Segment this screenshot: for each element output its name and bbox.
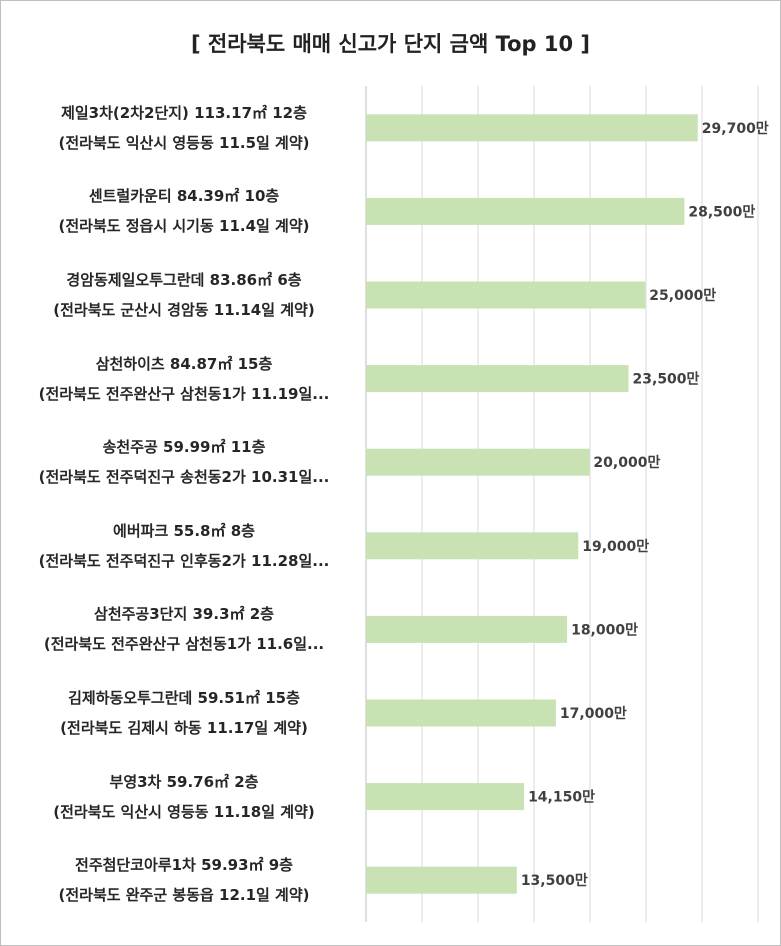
data-label: 13,500만	[521, 873, 588, 889]
data-label: 29,700만	[702, 121, 769, 137]
value-labels: 29,700만 28,500만 25,000만 23,500만 20,000만 19,00…	[521, 121, 769, 889]
data-label: 25,000만	[649, 288, 716, 304]
data-label: 28,500만	[688, 204, 755, 220]
category-label-line2: (전라북도 전주덕진구 인후동2가 11.28일...	[38, 551, 330, 570]
category-label-line1: 송천주공 59.99㎡ 11층	[102, 438, 266, 457]
category-label-line2: (전라북도 익산시 영등동 11.18일 계약)	[53, 802, 315, 821]
bar	[366, 448, 590, 476]
category-label-line1: 제일3차(2차2단지) 113.17㎡ 12층	[61, 103, 307, 122]
category-label: 김제하동오투그란데 59.51㎡ 15층 (전라북도 김제시 하동 11.17일 …	[6, 683, 362, 743]
category-label: 삼천주공3단지 39.3㎡ 2층 (전라북도 전주완산구 삼천동1가 11.6일.…	[6, 599, 362, 659]
category-label-line1: 삼천주공3단지 39.3㎡ 2층	[94, 605, 274, 624]
category-label-line1: 에버파크 55.8㎡ 8층	[113, 521, 255, 540]
bar	[366, 281, 646, 309]
category-label-line2: (전라북도 전주완산구 삼천동1가 11.6일...	[43, 635, 325, 654]
category-label-line2: (전라북도 정읍시 시기동 11.4일 계약)	[58, 217, 310, 236]
category-label: 에버파크 55.8㎡ 8층 (전라북도 전주덕진구 인후동2가 11.28일...	[6, 516, 362, 576]
category-label-line2: (전라북도 군산시 경암동 11.14일 계약)	[53, 301, 315, 319]
bar	[366, 615, 568, 643]
category-label-line2: (전라북도 익산시 영등동 11.5일 계약)	[58, 133, 310, 152]
bar	[366, 699, 556, 727]
gridlines	[365, 86, 759, 922]
data-label: 19,000만	[582, 539, 649, 555]
category-label-line1: 부영3차 59.76㎡ 2층	[109, 772, 259, 791]
category-label: 송천주공 59.99㎡ 11층 (전라북도 전주덕진구 송천동2가 10.31일.…	[6, 432, 362, 492]
category-label-line1: 전주첨단코아루1차 59.93㎡ 9층	[75, 856, 293, 875]
category-label: 제일3차(2차2단지) 113.17㎡ 12층 (전라북도 익산시 영등동 11.…	[6, 98, 362, 158]
data-label: 23,500만	[633, 372, 700, 388]
data-label: 17,000만	[560, 706, 627, 722]
category-label: 센트럴카운티 84.39㎡ 10층 (전라북도 정읍시 시기동 11.4일 계약)	[6, 181, 362, 241]
category-label-line2: (전라북도 전주덕진구 송천동2가 10.31일...	[38, 468, 330, 487]
bar	[366, 114, 698, 142]
chart-title: [ 전라북도 매매 신고가 단지 금액 Top 10 ]	[190, 32, 591, 56]
bar	[366, 365, 629, 393]
bar	[366, 197, 685, 225]
category-label-line1: 경암동제일오투그란데 83.86㎡ 6층	[66, 271, 302, 289]
category-label-line2: (전라북도 김제시 하동 11.17일 계약)	[60, 719, 308, 737]
bars	[366, 114, 698, 894]
category-label: 경암동제일오투그란데 83.86㎡ 6층 (전라북도 군산시 경암동 11.14일…	[6, 265, 362, 325]
data-label: 18,000만	[571, 622, 638, 638]
category-label-line1: 김제하동오투그란데 59.51㎡ 15층	[68, 689, 300, 707]
category-label-line2: (전라북도 완주군 봉동읍 12.1일 계약)	[58, 886, 310, 905]
bar	[366, 866, 517, 894]
data-label: 20,000만	[593, 455, 660, 471]
category-label-line1: 삼천하이츠 84.87㎡ 15층	[95, 354, 273, 373]
category-label: 삼천하이츠 84.87㎡ 15층 (전라북도 전주완산구 삼천동1가 11.19일…	[6, 349, 362, 409]
category-label: 전주첨단코아루1차 59.93㎡ 9층 (전라북도 완주군 봉동읍 12.1일 계…	[6, 850, 362, 910]
category-label: 부영3차 59.76㎡ 2층 (전라북도 익산시 영등동 11.18일 계약)	[6, 767, 362, 827]
data-label: 14,150만	[528, 790, 595, 806]
category-label-line1: 센트럴카운티 84.39㎡ 10층	[88, 187, 280, 206]
category-label-line2: (전라북도 전주완산구 삼천동1가 11.19일...	[38, 384, 330, 403]
bar	[366, 783, 525, 811]
bar	[366, 532, 579, 560]
